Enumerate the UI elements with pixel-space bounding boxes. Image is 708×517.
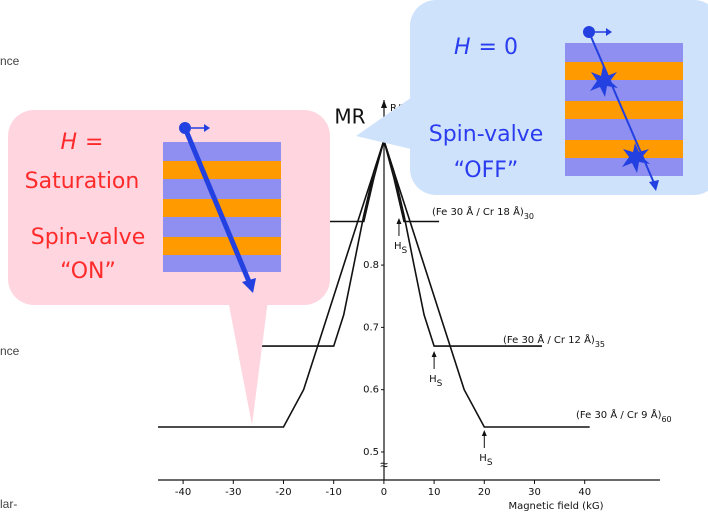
hs-symbol: H [429,374,437,385]
x-tick-label: 10 [428,487,441,498]
series-subscript: 35 [595,340,605,349]
hs-subscript: S [401,246,407,256]
series-name: (Fe 30 Å / Cr 12 Å) [503,333,595,346]
x-tick-label: -40 [175,487,191,498]
y-axis-arrow [381,100,387,108]
callout-line: Saturation [25,169,140,194]
x-axis-label: Magnetic field (kG) [508,501,603,512]
page-fragment: nce [0,54,20,68]
hs-label: HS [479,453,493,468]
callout-tail [228,300,268,425]
callout-line: Spin-valve [31,225,146,250]
layer-stack [163,142,281,272]
page-fragment: lar- [0,497,17,511]
callout-heading: H = 0 [454,35,518,60]
y-tick-label: 0.7 [363,322,379,333]
x-tick-label: -20 [275,487,291,498]
relation: = [85,130,103,155]
x-tick-label: -10 [326,487,342,498]
symbol: H [454,35,471,60]
series-label: (Fe 30 Å / Cr 18 Å)30 [432,205,534,221]
page-fragment: nce [0,344,20,358]
callout-line: “ON” [60,259,116,284]
left-callout: H = Saturation Spin-valve “ON” [8,110,330,425]
y-tick-label: 0.8 [363,260,379,271]
hs-symbol: H [394,241,402,252]
right-callout: H = 0 Spin-valve “OFF” [356,0,708,195]
mr-label: MR [334,105,365,129]
series-name: (Fe 30 Å / Cr 9 Å) [576,408,662,421]
x-tick-label: 0 [381,487,387,498]
hs-symbol: H [479,453,487,464]
hs-label: HS [429,374,443,389]
hs-label: HS [394,241,408,256]
slide: nce nce lar- ≈R/R(H=0)Magnetic field (kG… [0,0,708,517]
hs-arrow-head [396,218,401,224]
axis-break: ≈ [380,457,388,473]
symbol: H [61,130,78,155]
series-name: (Fe 30 Å / Cr 18 Å) [432,205,524,218]
series-subscript: 30 [524,212,534,221]
hs-subscript: S [437,379,443,389]
hs-arrow-head [482,430,487,436]
relation: = 0 [479,35,518,60]
callout-line: “OFF” [454,158,519,183]
x-tick-label: -30 [225,487,241,498]
series-subscript: 60 [661,415,671,424]
x-tick-label: 20 [478,487,491,498]
x-tick-label: 40 [578,487,591,498]
series-label: (Fe 30 Å / Cr 9 Å)60 [576,408,672,424]
electron [179,122,191,134]
callout-line: Spin-valve [429,122,544,147]
x-tick-label: 30 [528,487,541,498]
hs-arrow-head [432,351,437,357]
y-tick-label: 0.6 [363,385,379,396]
layer-stack [565,43,683,176]
hs-subscript: S [487,458,493,468]
y-tick-label: 0.5 [363,447,379,458]
electron [583,26,595,38]
